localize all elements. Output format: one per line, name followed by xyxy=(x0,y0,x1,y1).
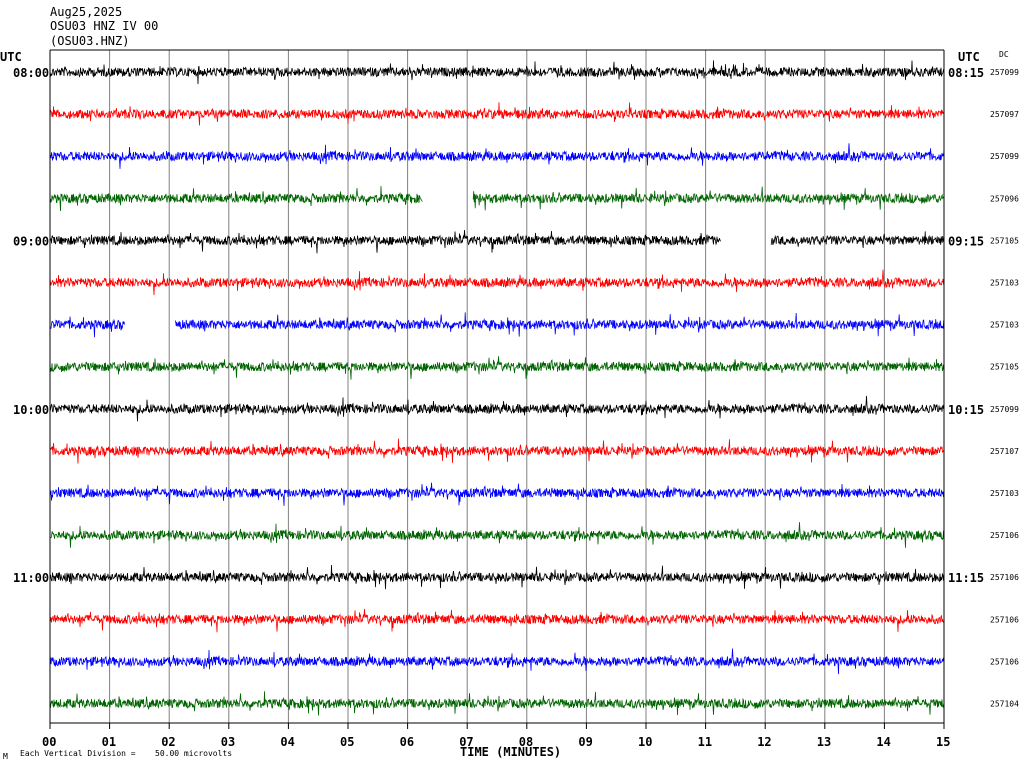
trace-row xyxy=(49,356,945,380)
trace-row xyxy=(49,482,945,506)
row-dc-value: 257106 xyxy=(990,573,1019,582)
x-tick-label: 12 xyxy=(757,735,771,749)
time-grid xyxy=(109,50,885,723)
station-label: OSU03 HNZ IV 00 xyxy=(50,19,159,33)
row-left-time: 08:00 xyxy=(13,66,49,80)
trace-row xyxy=(49,143,945,169)
row-dc-value: 257105 xyxy=(990,236,1019,245)
station-code-label: (OSU03.HNZ) xyxy=(50,34,130,48)
row-dc-value: 257106 xyxy=(990,531,1019,540)
row-dc-value: 257106 xyxy=(990,657,1019,666)
trace-row xyxy=(49,691,945,716)
trace-row xyxy=(49,60,945,85)
x-tick-label: 09 xyxy=(578,735,592,749)
x-tick-label: 04 xyxy=(280,735,294,749)
right-utc-title: UTC xyxy=(958,50,980,64)
seismic-traces xyxy=(49,60,945,716)
plot-axes: 00 01 02 03 04 05 06 07 08 09 10 11 12 13 14 15 xyxy=(42,49,950,749)
trace-row xyxy=(49,648,945,675)
row-dc-value: 257099 xyxy=(990,152,1019,161)
x-tick-label: 14 xyxy=(876,735,890,749)
x-tick-label: 00 xyxy=(42,735,56,749)
trace-row xyxy=(49,186,423,212)
trace-row xyxy=(472,186,945,211)
row-dc-value: 257099 xyxy=(990,405,1019,414)
row-right-time: 09:15 xyxy=(948,234,984,248)
row-left-time: 11:00 xyxy=(13,571,49,585)
trace-row xyxy=(49,316,125,338)
row-dc-value: 257104 xyxy=(990,700,1019,709)
x-axis-title: TIME (MINUTES) xyxy=(460,745,561,759)
dc-title: DC xyxy=(999,50,1009,59)
x-tick-label: 10 xyxy=(638,735,652,749)
row-dc-value: 257103 xyxy=(990,321,1019,330)
row-dc-value: 257096 xyxy=(990,194,1019,203)
trace-row xyxy=(49,564,945,590)
x-tick-label: 05 xyxy=(340,735,354,749)
trace-row xyxy=(49,438,945,464)
x-tick-label: 13 xyxy=(817,735,831,749)
row-right-time: 08:15 xyxy=(948,66,984,80)
row-left-time: 10:00 xyxy=(13,403,49,417)
x-tick-label: 03 xyxy=(221,735,235,749)
trace-row xyxy=(50,522,945,548)
row-dc-value: 257103 xyxy=(990,489,1019,498)
row-dc-value: 257105 xyxy=(990,363,1019,372)
trace-row xyxy=(49,102,945,126)
x-tick-label: 06 xyxy=(400,735,414,749)
row-left-time: 09:00 xyxy=(13,234,49,248)
row-dc-value: 257097 xyxy=(990,110,1019,119)
x-tick-label: 02 xyxy=(161,735,175,749)
scale-note: Each Vertical Division = xyxy=(20,749,136,758)
trace-row xyxy=(49,229,721,254)
trace-row xyxy=(49,269,945,296)
row-dc-value: 257106 xyxy=(990,615,1019,624)
x-tick-label: 15 xyxy=(936,735,950,749)
trace-row xyxy=(49,395,945,422)
x-tick-label: 08 xyxy=(519,735,533,749)
x-tick-label: 11 xyxy=(698,735,712,749)
left-utc-title: UTC xyxy=(0,50,22,64)
x-tick-label: 07 xyxy=(459,735,473,749)
trace-row xyxy=(770,231,945,248)
date-label: Aug25,2025 xyxy=(50,5,123,19)
row-dc-value: 257099 xyxy=(990,68,1019,77)
row-dc-value: 257103 xyxy=(990,279,1019,288)
scale-value: 50.00 microvolts xyxy=(155,749,232,758)
x-tick-label: 01 xyxy=(102,735,116,749)
trace-row xyxy=(49,608,945,633)
row-right-time: 10:15 xyxy=(948,403,984,417)
row-dc-value: 257107 xyxy=(990,447,1019,456)
corner-mark: M xyxy=(3,752,8,761)
trace-row xyxy=(174,312,945,337)
row-right-time: 11:15 xyxy=(948,571,984,585)
row-labels: 08:00 08:15 257099 257097 257099 257096 09:00 0… xyxy=(13,66,1019,709)
